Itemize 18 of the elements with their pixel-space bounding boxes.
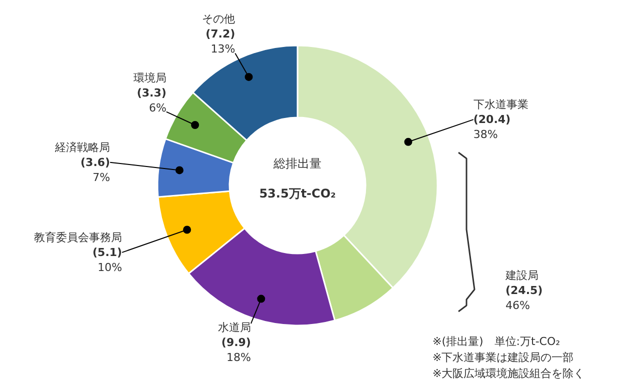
text: ※大阪広域環境施設組合を除く [432, 367, 585, 380]
slice-label: 環境局 [133, 71, 166, 84]
data-label: (3.6) 7% [80, 156, 110, 184]
text: 建設局 (24.5) 46% [504, 269, 543, 312]
slice-label: 経済戦略局 [54, 140, 110, 154]
data-label: (7.2) 13% [206, 28, 236, 56]
text: ※下水道事業は建設局の一部 [432, 351, 574, 364]
text: ※(排出量) 単位:万t-CO₂ [432, 335, 560, 348]
data-label: (9.9) 18% [221, 336, 251, 364]
data-label: (5.1) 10% [92, 246, 122, 274]
data-label: (20.4) 38% [473, 113, 511, 142]
data-label: (3.3) 6% [136, 86, 166, 114]
text: 53.5万t-CO₂ [259, 186, 336, 200]
slice-label: その他 [202, 12, 236, 26]
text: 総排出量 [272, 156, 322, 170]
slice-label: 水道局 [218, 321, 251, 334]
slice-label: 教育委員会事務局 [34, 230, 122, 244]
slice-label: 下水道事業 [473, 98, 528, 112]
